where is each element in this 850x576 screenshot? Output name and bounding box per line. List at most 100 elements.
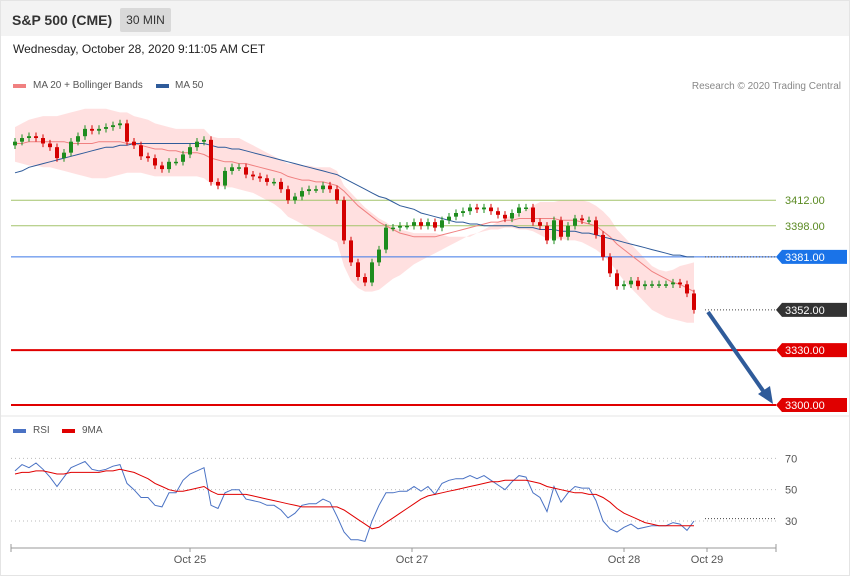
candle-body (643, 284, 647, 287)
candle-body (552, 220, 556, 241)
candle (545, 222, 549, 245)
candle-body (671, 282, 675, 285)
candle-body (139, 145, 143, 157)
candle (202, 136, 206, 146)
candle-body (132, 141, 136, 146)
candle-body (293, 196, 297, 201)
candle (552, 216, 556, 245)
candle-body (244, 167, 248, 175)
candle (307, 185, 311, 195)
candle-body (454, 212, 458, 217)
candle-body (160, 165, 164, 170)
candle (587, 216, 591, 224)
candle (454, 209, 458, 221)
timestamp: Wednesday, October 28, 2020 9:11:05 AM C… (13, 42, 266, 56)
candle-body (328, 185, 332, 190)
candle-body (104, 127, 108, 129)
candle-body (237, 167, 241, 169)
candle-body (167, 161, 171, 170)
candle (685, 280, 689, 298)
candle-body (286, 189, 290, 201)
candle-body (426, 222, 430, 226)
candle-body (62, 152, 66, 159)
candle-body (573, 218, 577, 226)
bollinger-band-area (15, 108, 694, 323)
candle (328, 181, 332, 193)
candle-body (216, 181, 220, 186)
candle-body (48, 143, 52, 148)
candle (573, 214, 577, 230)
candle (20, 134, 24, 146)
candle (531, 203, 535, 226)
candle (13, 138, 17, 149)
candle (62, 148, 66, 162)
level-label-3398.00: 3398.00 (785, 221, 825, 233)
candle-body (615, 273, 619, 287)
ma20-legend-label: MA 20 + Bollinger Bands (33, 80, 143, 91)
candle (643, 280, 647, 290)
candle-body (118, 123, 122, 126)
candle-body (356, 262, 360, 277)
rsi-legend-swatch (13, 429, 26, 433)
candle-body (692, 293, 696, 310)
candle-body (125, 123, 129, 142)
candle (559, 216, 563, 241)
candle (272, 178, 276, 186)
candle-body (195, 141, 199, 148)
candle-body (447, 216, 451, 221)
candle-body (342, 200, 346, 241)
candle-body (559, 220, 563, 237)
candle (601, 231, 605, 261)
projection-arrow-head (758, 386, 773, 404)
candle-body (510, 212, 514, 219)
level-label-3381.00: 3381.00 (785, 252, 825, 264)
candle-body (202, 139, 206, 142)
candle-body (258, 176, 262, 179)
candle (83, 125, 87, 140)
candle (356, 258, 360, 281)
candle (433, 218, 437, 232)
candle-body (461, 211, 465, 213)
level-label-3330.00: 3330.00 (785, 345, 825, 357)
candle-body (349, 240, 353, 263)
candle (629, 276, 633, 288)
level-tag-3381.00 (776, 249, 847, 264)
candle (174, 158, 178, 166)
candle-body (307, 189, 311, 192)
candle-body (265, 178, 269, 182)
candle (349, 236, 353, 267)
candle (55, 143, 59, 162)
candle (314, 185, 318, 193)
candle (510, 209, 514, 223)
candle (279, 178, 283, 193)
candle-body (335, 189, 339, 201)
candle-body (384, 227, 388, 250)
timeframe-badge[interactable]: 30 MIN (120, 8, 171, 32)
candle-body (391, 227, 395, 230)
rsi-gridline-label-70: 70 (785, 453, 797, 465)
rsi-legend-label: RSI (33, 425, 50, 436)
x-tick-label: Oct 28 (608, 554, 640, 566)
candle-body (209, 139, 213, 182)
level-tag-3300.00 (776, 398, 847, 412)
candle-body (300, 191, 304, 197)
candle (265, 174, 269, 186)
candle (615, 269, 619, 290)
candle-body (55, 147, 59, 159)
ma9-legend-label: 9MA (82, 425, 103, 436)
candle-body (608, 256, 612, 274)
ma50-legend-label: MA 50 (175, 80, 204, 91)
candle-body (272, 181, 276, 184)
candle (41, 134, 45, 148)
candle (104, 123, 108, 133)
candle-body (685, 284, 689, 294)
candle-body (83, 128, 87, 137)
candle-body (601, 234, 605, 257)
candle-body (251, 174, 255, 177)
rsi-gridline-label-50: 50 (785, 485, 797, 497)
candle (482, 203, 486, 213)
candle (286, 185, 290, 204)
candle (370, 258, 374, 287)
candle (118, 119, 122, 129)
